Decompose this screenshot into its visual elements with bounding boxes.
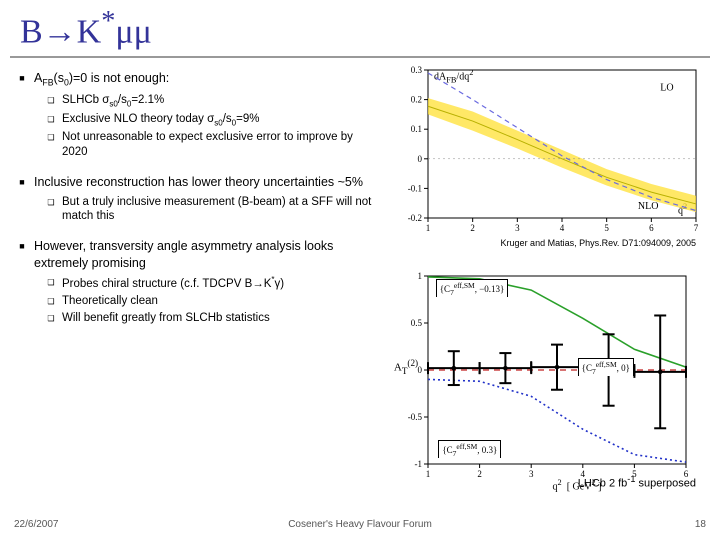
svg-text:1: 1 <box>426 223 431 232</box>
title-rule <box>10 56 710 58</box>
bullet-lvl1: ■Inclusive reconstruction has lower theo… <box>14 174 374 190</box>
svg-text:-1: -1 <box>415 459 423 469</box>
svg-text:0.2: 0.2 <box>411 95 422 105</box>
svg-text:0.1: 0.1 <box>411 124 422 134</box>
footer-date: 22/6/2007 <box>14 519 59 530</box>
superposed-label: LHCb 2 fb-1 superposed <box>578 474 696 490</box>
svg-text:1: 1 <box>418 271 423 281</box>
bullet-lvl2: ❑Will benefit greatly from SLCHb statist… <box>44 311 374 326</box>
svg-text:0.3: 0.3 <box>411 65 423 75</box>
bullet-lvl2: ❑But a truly inclusive measurement (B-be… <box>44 195 374 225</box>
svg-text:NLO: NLO <box>638 201 659 212</box>
afb-chart: -0.2-0.100.10.20.31234567dAFB/dq2q̄2LONL… <box>386 62 706 232</box>
footer-page: 18 <box>695 519 706 530</box>
svg-text:3: 3 <box>515 223 520 232</box>
svg-text:2: 2 <box>470 223 475 232</box>
bullet-list: ■AFB(s0)=0 is not enough: ❑SLHCb σs0/s0=2… <box>14 70 374 340</box>
bullet-lvl1: ■However, transversity angle asymmetry a… <box>14 238 374 271</box>
bullet-lvl2: ❑Probes chiral structure (c.f. TDCPV B→K… <box>44 275 374 292</box>
footer-center: Cosener's Heavy Flavour Forum <box>288 519 432 530</box>
svg-text:1: 1 <box>426 469 431 479</box>
citation-text: Kruger and Matias, Phys.Rev. D71:094009,… <box>501 238 696 248</box>
svg-text:-0.1: -0.1 <box>408 183 422 193</box>
svg-text:-0.2: -0.2 <box>408 213 422 223</box>
bullet-lvl2: ❑Exclusive NLO theory today σs0/s0=9% <box>44 112 374 129</box>
svg-text:-0.5: -0.5 <box>408 412 423 422</box>
svg-text:2: 2 <box>477 469 482 479</box>
bullet-lvl2: ❑SLHCb σs0/s0=2.1% <box>44 93 374 110</box>
svg-text:5: 5 <box>604 223 609 232</box>
bullet-lvl2: ❑Not unreasonable to expect exclusive er… <box>44 130 374 160</box>
svg-text:7: 7 <box>694 223 699 232</box>
svg-text:0: 0 <box>418 154 423 164</box>
svg-text:LO: LO <box>660 83 673 94</box>
bullet-lvl2: ❑Theoretically clean <box>44 294 374 309</box>
svg-text:6: 6 <box>649 223 654 232</box>
bullet-lvl1: ■AFB(s0)=0 is not enough: <box>14 70 374 89</box>
slide-title: B→K*μμ <box>20 6 152 51</box>
svg-text:0.5: 0.5 <box>411 318 423 328</box>
at2-chart: -1-0.500.51123456AT(2)q2 [ GeV2 ]{C7eff,… <box>386 268 706 492</box>
svg-text:4: 4 <box>560 223 565 232</box>
